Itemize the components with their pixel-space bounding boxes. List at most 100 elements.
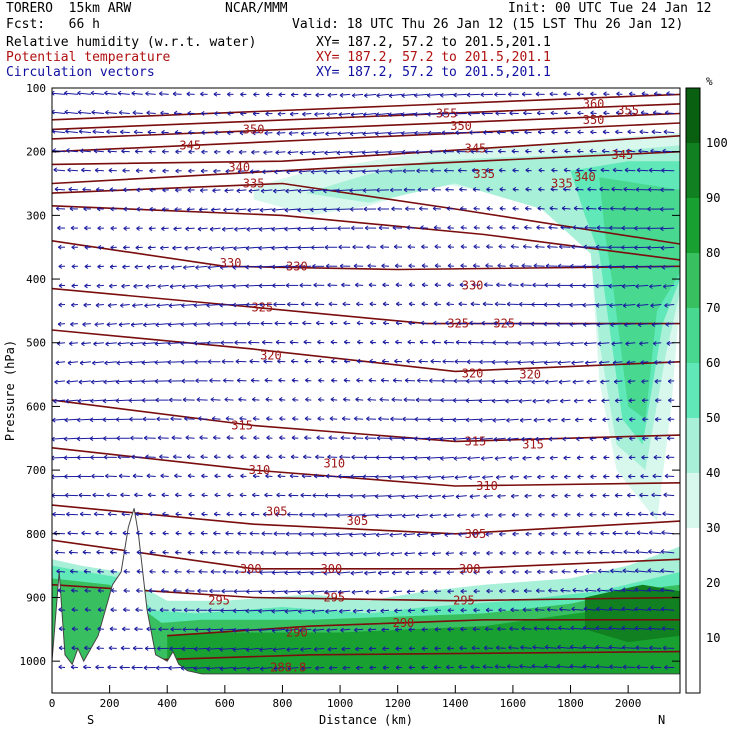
vector-head [482,301,487,305]
circulation-vector [82,323,91,325]
vector-head [206,648,211,652]
vector-head [622,666,627,670]
vector-head [427,417,431,420]
vector-head [647,587,651,591]
vector-head [637,511,642,515]
vector-head [207,359,212,363]
vector-head [53,400,57,404]
colorbar-segment [686,528,700,583]
circulation-vector [595,304,610,306]
vector-head [266,418,270,422]
circulation-vector [260,667,273,670]
vector-head [188,511,193,515]
x-tick-label: 1800 [557,697,584,710]
circulation-vector [160,246,169,249]
vector-head [123,570,128,574]
vector-field [39,90,675,672]
vector-head [57,587,61,591]
vector-head [599,186,603,190]
vector-head [444,534,448,538]
circulation-vector [200,456,208,458]
circulation-vector [275,151,286,154]
vector-head [95,302,100,306]
circulation-vector [499,169,506,172]
vector-head [196,399,201,403]
vector-head [77,400,82,404]
vector-head [405,570,410,574]
vector-head [533,417,538,421]
circulation-vector [206,323,221,325]
vector-head [408,665,413,668]
circulation-vector [187,456,195,458]
circulation-vector [57,589,66,592]
vector-head [635,187,640,190]
circulation-vector [665,112,675,114]
vector-head [235,358,240,362]
vector-head [472,628,477,632]
vector-head [369,339,374,343]
circulation-vector [328,437,338,439]
vector-head [627,379,632,383]
vector-head [188,492,192,496]
vector-head [479,438,484,442]
vector-head [240,91,244,95]
vector-head [103,454,108,458]
vector-head [286,647,290,651]
vector-head [82,321,86,325]
circulation-vector [468,476,480,479]
vector-head [67,532,71,536]
vector-head [258,628,263,631]
circulation-vector [161,494,169,497]
circulation-vector [199,437,208,439]
vector-head [336,514,340,518]
vector-head [571,362,575,366]
vector-head [434,284,439,288]
circulation-vector [376,533,390,536]
colorbar-segment [686,253,700,308]
circulation-vector [558,627,571,630]
vector-head [654,416,659,420]
vector-head [595,666,600,669]
vector-head [573,568,578,572]
vector-head [224,399,228,402]
vector-head [642,418,646,422]
vector-head [41,189,44,191]
circulation-vector [498,514,506,516]
circulation-vector [97,628,104,630]
vector-head [495,476,500,480]
vector-head [77,111,82,115]
vector-head [355,398,359,402]
circulation-vector [78,111,91,114]
vector-head [146,266,151,270]
theta-label: 305 [347,514,369,528]
vector-head [107,148,112,152]
vector-head [227,494,231,498]
vector-head [499,225,503,228]
vector-head [408,320,412,324]
vector-head [201,149,205,153]
colorbar-tick-label: 10 [706,631,720,645]
vector-head [233,321,237,325]
circulation-vector [349,514,364,516]
vector-head [447,628,451,632]
circulation-vector [310,227,325,230]
vector-head [380,608,384,612]
vector-head [39,437,42,439]
vector-head [485,531,490,535]
vector-head [654,437,659,441]
vector-head [588,167,593,171]
vector-head [162,530,167,534]
vector-head [187,473,192,477]
vector-head [433,572,437,576]
vector-head [651,131,656,135]
circulation-vector [550,476,558,478]
vector-head [271,610,275,614]
y-axis-label: Pressure (hPa) [3,340,17,441]
vector-head [560,589,564,593]
vector-head [234,342,238,346]
vector-head [84,628,89,632]
vector-head [233,323,237,327]
vector-head [336,572,341,576]
vector-head [621,227,626,231]
vector-head [663,131,668,135]
